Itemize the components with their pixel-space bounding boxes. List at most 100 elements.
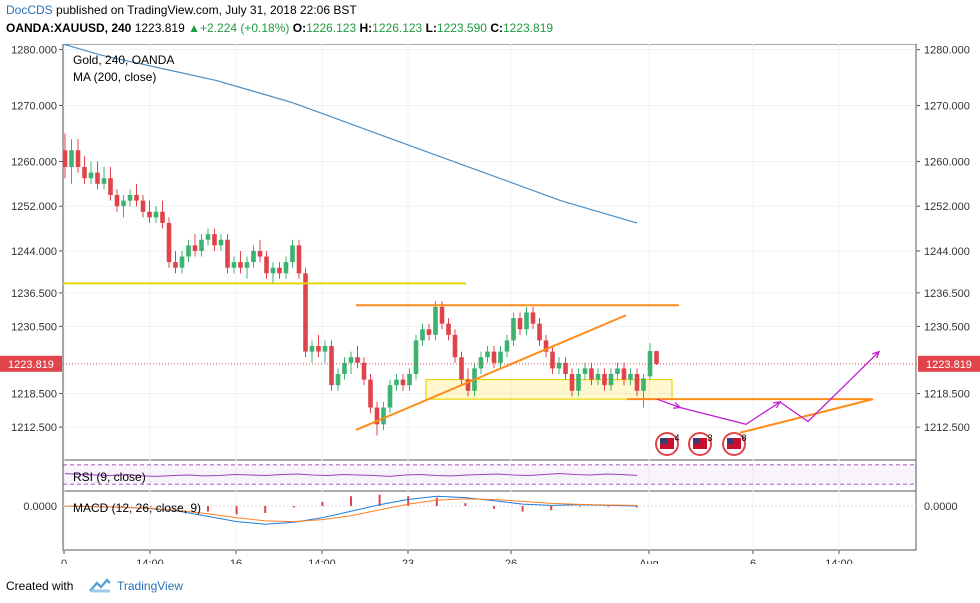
candle-body: [387, 385, 393, 408]
candle-body: [368, 379, 373, 408]
price-tick-label-right: 1236.500: [924, 288, 970, 300]
candle-body: [361, 362, 367, 380]
candle-body: [153, 211, 159, 218]
candle: [88, 161, 94, 184]
indicators: [63, 464, 916, 525]
candle: [303, 267, 308, 358]
candle: [101, 167, 107, 190]
candle: [257, 239, 263, 263]
low-label: L:: [425, 21, 437, 35]
price-tick-label-left: 1260.000: [11, 156, 57, 168]
candle: [62, 133, 68, 179]
candle: [140, 195, 146, 218]
drawings: [63, 282, 916, 434]
candle: [634, 368, 640, 397]
candle: [335, 368, 341, 391]
candle: [121, 195, 126, 218]
candle-body: [394, 379, 399, 386]
event-count: 4: [674, 433, 679, 443]
candle-body: [628, 373, 633, 380]
candle: [166, 217, 172, 268]
candle-body: [160, 211, 165, 223]
candle-body: [491, 351, 497, 363]
candle-body: [82, 167, 87, 179]
event-count: 8: [741, 433, 746, 443]
candle-body: [316, 346, 321, 352]
candle-body: [452, 334, 458, 358]
created-with-text: Created with: [6, 579, 74, 593]
candle: [342, 357, 347, 380]
candle-body: [654, 351, 659, 364]
legend-title: Gold, 240, OANDA: [73, 53, 174, 67]
rising-trendline: [355, 314, 627, 431]
price-change: +2.224 (+0.18%): [200, 21, 290, 35]
candle: [218, 234, 224, 251]
candle: [524, 306, 529, 335]
candle: [615, 362, 620, 380]
candle: [251, 245, 256, 268]
time-tick-label: 16: [230, 558, 242, 564]
last-price-badge-right: [918, 355, 980, 372]
price-tick-label-left: 1236.500: [11, 288, 57, 300]
legend-rsi: RSI (9, close): [73, 470, 146, 484]
candle-body: [101, 178, 107, 184]
candle-body: [498, 351, 503, 363]
candle-body: [212, 234, 217, 246]
candle: [355, 346, 360, 369]
candle-body: [179, 256, 185, 268]
candle-body: [634, 373, 640, 391]
macd-histogram-bar: [407, 496, 410, 506]
candle-body: [641, 378, 646, 391]
candle: [173, 250, 178, 274]
candle: [374, 401, 380, 436]
candle: [589, 362, 594, 386]
candle: [95, 161, 100, 190]
price-tick-label-left: 1280.000: [11, 45, 57, 57]
tradingview-cloud-icon[interactable]: [88, 577, 112, 593]
time-tick-label: Aug: [639, 558, 659, 564]
candle: [413, 334, 419, 380]
candle: [595, 368, 601, 386]
candle-body: [166, 222, 172, 263]
candle: [621, 362, 627, 386]
macd-histogram-bar: [550, 506, 553, 511]
candle: [517, 312, 523, 335]
candle: [238, 250, 243, 274]
candle-body: [595, 373, 601, 380]
macd-tick-label-right: 0.0000: [924, 501, 958, 513]
candle-body: [589, 368, 594, 380]
candle-body: [270, 267, 276, 274]
candle: [498, 346, 503, 369]
price-chart[interactable]: 1280.000 1280.000 1270.000 1270.000 1260.000…: [0, 44, 980, 564]
candle-body: [530, 312, 536, 324]
macd-histogram-bar: [207, 506, 209, 512]
candle: [576, 368, 581, 397]
candle: [582, 362, 588, 380]
candle: [459, 351, 464, 386]
candle-body: [257, 250, 263, 257]
flag-canton: [727, 438, 734, 444]
candle: [192, 234, 198, 257]
author-link[interactable]: DocCDS: [6, 3, 53, 17]
flag-canton: [693, 438, 700, 444]
legend-macd: MACD (12, 26, close, 9): [73, 501, 201, 515]
candle: [108, 167, 113, 201]
candle: [387, 379, 393, 414]
macd-histogram-bar: [321, 501, 324, 506]
candle-body: [342, 362, 347, 374]
candle: [212, 228, 217, 251]
macd-histogram-bar: [178, 506, 181, 508]
price-tick-label-left: 1270.000: [11, 101, 57, 113]
price-tick-label-right: 1218.500: [924, 389, 970, 401]
candle: [270, 262, 276, 285]
candle: [420, 323, 425, 347]
projection-path: [656, 351, 880, 426]
candle: [433, 301, 438, 341]
candle: [485, 346, 490, 363]
candle-body: [140, 200, 146, 212]
ma-layer: [62, 44, 638, 224]
candle: [446, 318, 451, 341]
tradingview-link[interactable]: TradingView: [117, 579, 184, 593]
macd-histogram-bar: [149, 506, 152, 507]
candle-body: [576, 373, 581, 391]
